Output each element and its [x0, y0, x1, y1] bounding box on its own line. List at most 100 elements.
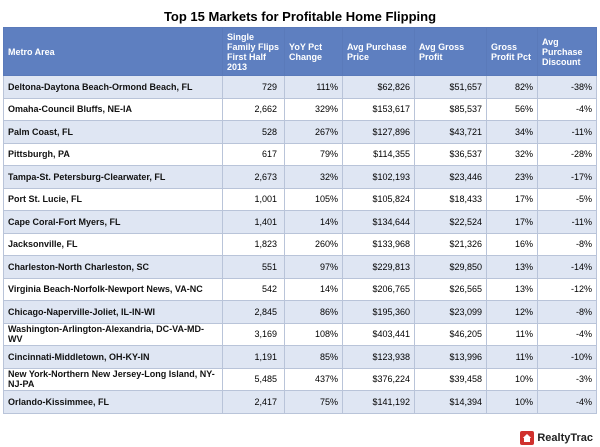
flips-cell: 2,417 [222, 390, 285, 414]
table-row: New York-Northern New Jersey-Long Island… [3, 367, 597, 391]
purchase-price-cell: $133,968 [342, 232, 415, 256]
yoy-change-cell: 85% [284, 345, 343, 369]
realtytrac-logo: RealtyTrac [520, 431, 593, 445]
purchase-discount-cell: -4% [537, 390, 597, 414]
flips-cell: 551 [222, 255, 285, 279]
gross-profit-pct-cell: 10% [486, 367, 538, 391]
purchase-discount-cell: -3% [537, 367, 597, 391]
gross-profit-pct-cell: 11% [486, 345, 538, 369]
flips-cell: 5,485 [222, 367, 285, 391]
metro-cell: Charleston-North Charleston, SC [3, 255, 223, 279]
column-header-purchase-discount: Avg Purchase Discount [537, 27, 597, 76]
gross-profit-cell: $36,537 [414, 142, 487, 166]
table-row: Palm Coast, FL 528 267% $127,896 $43,721 34% -… [3, 120, 597, 144]
table-row: Orlando-Kissimmee, FL 2,417 75% $141,192 $14… [3, 390, 597, 414]
purchase-discount-cell: -10% [537, 345, 597, 369]
gross-profit-cell: $43,721 [414, 120, 487, 144]
purchase-price-cell: $229,813 [342, 255, 415, 279]
gross-profit-cell: $85,537 [414, 97, 487, 121]
purchase-discount-cell: -17% [537, 165, 597, 189]
purchase-discount-cell: -11% [537, 210, 597, 234]
purchase-discount-cell: -11% [537, 120, 597, 144]
gross-profit-pct-cell: 10% [486, 390, 538, 414]
flips-cell: 1,001 [222, 187, 285, 211]
gross-profit-cell: $18,433 [414, 187, 487, 211]
gross-profit-pct-cell: 56% [486, 97, 538, 121]
house-icon [520, 431, 535, 445]
flips-cell: 2,673 [222, 165, 285, 189]
metro-cell: Deltona-Daytona Beach-Ormond Beach, FL [3, 75, 223, 99]
flips-cell: 729 [222, 75, 285, 99]
purchase-discount-cell: -8% [537, 232, 597, 256]
gross-profit-cell: $29,850 [414, 255, 487, 279]
purchase-price-cell: $102,193 [342, 165, 415, 189]
metro-cell: Pittsburgh, PA [3, 142, 223, 166]
yoy-change-cell: 111% [284, 75, 343, 99]
gross-profit-cell: $51,657 [414, 75, 487, 99]
gross-profit-cell: $13,996 [414, 345, 487, 369]
purchase-price-cell: $127,896 [342, 120, 415, 144]
flips-cell: 1,401 [222, 210, 285, 234]
metro-cell: Palm Coast, FL [3, 120, 223, 144]
purchase-price-cell: $114,355 [342, 142, 415, 166]
yoy-change-cell: 86% [284, 300, 343, 324]
flips-cell: 3,169 [222, 322, 285, 346]
table-row: Port St. Lucie, FL 1,001 105% $105,824 $18,4… [3, 187, 597, 211]
yoy-change-cell: 32% [284, 165, 343, 189]
purchase-price-cell: $376,224 [342, 367, 415, 391]
yoy-change-cell: 108% [284, 322, 343, 346]
yoy-change-cell: 75% [284, 390, 343, 414]
metro-cell: Virginia Beach-Norfolk-Newport News, VA-… [3, 277, 223, 301]
table-row: Virginia Beach-Norfolk-Newport News, VA-… [3, 277, 597, 301]
metro-cell: Cincinnati-Middletown, OH-KY-IN [3, 345, 223, 369]
yoy-change-cell: 329% [284, 97, 343, 121]
gross-profit-cell: $26,565 [414, 277, 487, 301]
table-body: Deltona-Daytona Beach-Ormond Beach, FL 72… [3, 75, 597, 414]
flips-cell: 2,845 [222, 300, 285, 324]
table-row: Pittsburgh, PA 617 79% $114,355 $36,537 32% -2… [3, 142, 597, 166]
column-header-gross-profit: Avg Gross Profit [414, 27, 487, 76]
yoy-change-cell: 14% [284, 210, 343, 234]
yoy-change-cell: 14% [284, 277, 343, 301]
metro-cell: Tampa-St. Petersburg-Clearwater, FL [3, 165, 223, 189]
gross-profit-pct-cell: 17% [486, 210, 538, 234]
metro-cell: New York-Northern New Jersey-Long Island… [3, 367, 223, 391]
gross-profit-pct-cell: 17% [486, 187, 538, 211]
column-header-flips: Single Family Flips First Half 2013 [222, 27, 285, 76]
purchase-price-cell: $141,192 [342, 390, 415, 414]
purchase-discount-cell: -4% [537, 97, 597, 121]
metro-cell: Jacksonville, FL [3, 232, 223, 256]
table-header: Metro Area Single Family Flips First Hal… [3, 27, 597, 76]
gross-profit-pct-cell: 13% [486, 255, 538, 279]
flips-cell: 542 [222, 277, 285, 301]
metro-cell: Washington-Arlington-Alexandria, DC-VA-M… [3, 322, 223, 346]
purchase-discount-cell: -12% [537, 277, 597, 301]
metro-cell: Chicago-Naperville-Joliet, IL-IN-WI [3, 300, 223, 324]
table-row: Charleston-North Charleston, SC 551 97% $22… [3, 255, 597, 279]
metro-cell: Omaha-Council Bluffs, NE-IA [3, 97, 223, 121]
gross-profit-cell: $22,524 [414, 210, 487, 234]
purchase-price-cell: $134,644 [342, 210, 415, 234]
yoy-change-cell: 79% [284, 142, 343, 166]
metro-cell: Cape Coral-Fort Myers, FL [3, 210, 223, 234]
gross-profit-pct-cell: 12% [486, 300, 538, 324]
gross-profit-cell: $14,394 [414, 390, 487, 414]
metro-cell: Orlando-Kissimmee, FL [3, 390, 223, 414]
purchase-price-cell: $195,360 [342, 300, 415, 324]
page-title: Top 15 Markets for Profitable Home Flipp… [163, 9, 437, 24]
purchase-discount-cell: -14% [537, 255, 597, 279]
header-row: Metro Area Single Family Flips First Hal… [3, 27, 597, 76]
table-row: Cape Coral-Fort Myers, FL 1,401 14% $134,64… [3, 210, 597, 234]
yoy-change-cell: 260% [284, 232, 343, 256]
yoy-change-cell: 97% [284, 255, 343, 279]
purchase-price-cell: $206,765 [342, 277, 415, 301]
logo-text: RealtyTrac [537, 432, 593, 444]
gross-profit-pct-cell: 23% [486, 165, 538, 189]
gross-profit-cell: $39,458 [414, 367, 487, 391]
metro-cell: Port St. Lucie, FL [3, 187, 223, 211]
yoy-change-cell: 437% [284, 367, 343, 391]
gross-profit-cell: $46,205 [414, 322, 487, 346]
gross-profit-cell: $23,099 [414, 300, 487, 324]
table-row: Chicago-Naperville-Joliet, IL-IN-WI 2,845… [3, 300, 597, 324]
table-row: Omaha-Council Bluffs, NE-IA 2,662 329% $153… [3, 97, 597, 121]
